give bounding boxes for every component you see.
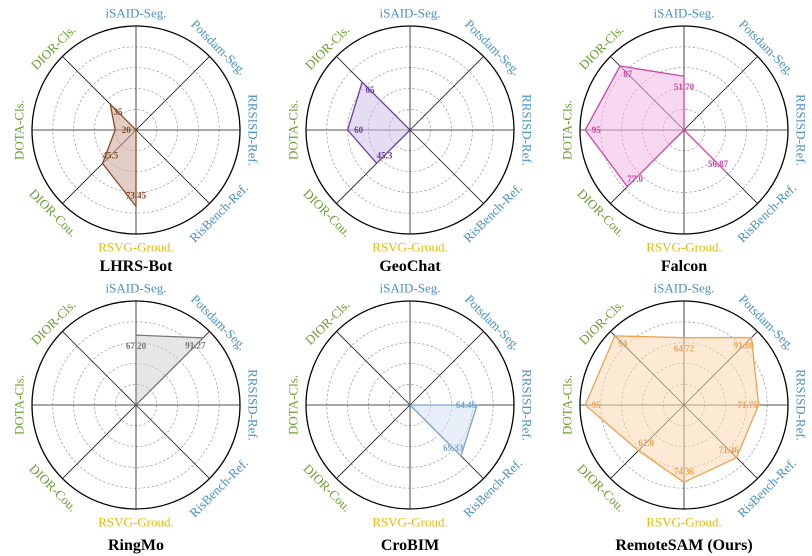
data-polygon	[101, 103, 137, 208]
axis-label-rsvg-groud: RSVG-Groud.	[98, 515, 173, 530]
axis-label-dota-cls: DOTA-Cls.	[560, 375, 575, 435]
radar-chart-ringmo: iSAID-Seg.Potsdam-Seg.RRSISD-Ref.RisBenc…	[12, 281, 261, 555]
axis-spoke	[409, 129, 484, 204]
data-polygon	[584, 335, 760, 483]
axis-label-isaid-seg: iSAID-Seg.	[379, 6, 440, 21]
data-polygon	[409, 404, 478, 457]
axis-label-rrsisd-ref: RRSISD-Ref.	[520, 369, 535, 441]
value-label-dior-cou: 62.0	[638, 438, 654, 448]
value-label-isaid-seg: 64.72	[674, 344, 695, 354]
data-polygon	[584, 65, 727, 188]
value-label-dior-cls: 87	[623, 69, 633, 79]
chart-title-ringmo: RingMo	[108, 537, 164, 554]
axis-label-isaid-seg: iSAID-Seg.	[653, 281, 714, 296]
chart-title-falcon: Falcon	[661, 258, 707, 275]
value-label-dior-cou: 77.0	[627, 174, 643, 184]
value-label-dior-cou: 45.5	[102, 151, 118, 161]
axis-label-isaid-seg: iSAID-Seg.	[105, 6, 166, 21]
value-label-risbench-ref: 71.46	[719, 445, 740, 455]
value-label-dior-cls: 65	[365, 85, 375, 95]
value-label-risbench-ref: 56.87	[708, 159, 729, 169]
value-label-isaid-seg: 67.20	[126, 341, 147, 351]
axis-label-rrsisd-ref: RRSISD-Ref.	[246, 369, 261, 441]
axis-spoke	[135, 129, 210, 204]
value-label-dota-cls: 95	[592, 125, 602, 135]
chart-title-crobim: CroBIM	[381, 537, 439, 554]
value-label-dior-cls: 94	[618, 339, 628, 349]
value-label-risbench-ref: 69.33	[443, 443, 464, 453]
axis-label-rrsisd-ref: RRSISD-Ref.	[794, 369, 809, 441]
axis-label-rrsisd-ref: RRSISD-Ref.	[794, 94, 809, 166]
value-label-dior-cls: 35	[114, 107, 124, 117]
value-label-isaid-seg: 51.70	[674, 82, 695, 92]
value-label-rsvg-groud: 74.36	[674, 466, 695, 476]
chart-title-geochat: GeoChat	[379, 258, 441, 275]
axis-label-isaid-seg: iSAID-Seg.	[653, 6, 714, 21]
chart-title-lhrs-bot: LHRS-Bot	[100, 258, 174, 275]
axis-label-isaid-seg: iSAID-Seg.	[105, 281, 166, 296]
axis-spoke	[135, 404, 210, 479]
radar-chart-crobim: iSAID-Seg.Potsdam-Seg.RRSISD-Ref.RisBenc…	[286, 281, 535, 555]
value-label-potsdam-seg: 91.80	[734, 340, 755, 350]
axis-spoke	[336, 404, 411, 479]
axis-spoke	[409, 331, 484, 406]
value-label-dota-cls: 95	[592, 400, 602, 410]
axis-label-rsvg-groud: RSVG-Groud.	[646, 240, 721, 255]
axis-label-dota-cls: DOTA-Cls.	[12, 375, 27, 435]
axis-spoke	[135, 56, 210, 131]
value-label-dota-cls: 20	[122, 125, 132, 135]
axis-label-rrsisd-ref: RRSISD-Ref.	[520, 94, 535, 166]
axis-spoke	[62, 331, 137, 406]
axis-spoke	[683, 56, 758, 131]
value-label-dior-cou: 45.3	[377, 151, 393, 161]
radar-chart-geochat: iSAID-Seg.Potsdam-Seg.RRSISD-Ref.RisBenc…	[286, 6, 535, 276]
value-label-rrsisd-ref: 64.46	[456, 400, 477, 410]
value-label-rrsisd-ref: 71.75	[737, 400, 758, 410]
radar-chart-falcon: iSAID-Seg.Potsdam-Seg.RRSISD-Ref.RisBenc…	[560, 6, 809, 276]
value-label-potsdam-seg: 91.27	[185, 341, 206, 351]
value-label-rsvg-groud: 73.45	[126, 190, 147, 200]
axis-label-isaid-seg: iSAID-Seg.	[379, 281, 440, 296]
chart-title-remotesam: RemoteSAM (Ours)	[615, 537, 752, 554]
axis-label-rsvg-groud: RSVG-Groud.	[98, 240, 173, 255]
data-polygon	[346, 81, 411, 164]
value-label-dota-cls: 60	[354, 125, 364, 135]
axis-label-rsvg-groud: RSVG-Groud.	[646, 515, 721, 530]
axis-spoke	[62, 404, 137, 479]
axis-label-dota-cls: DOTA-Cls.	[12, 100, 27, 160]
data-polygon	[135, 334, 204, 406]
axis-label-rsvg-groud: RSVG-Groud.	[372, 515, 447, 530]
axis-label-dota-cls: DOTA-Cls.	[286, 375, 301, 435]
axis-spoke	[336, 331, 411, 406]
radar-chart-remotesam: iSAID-Seg.Potsdam-Seg.RRSISD-Ref.RisBenc…	[560, 281, 809, 555]
axis-label-rsvg-groud: RSVG-Groud.	[372, 240, 447, 255]
axis-label-dota-cls: DOTA-Cls.	[286, 100, 301, 160]
axis-label-rrsisd-ref: RRSISD-Ref.	[246, 94, 261, 166]
radar-chart-lhrs-bot: iSAID-Seg.Potsdam-Seg.RRSISD-Ref.RisBenc…	[12, 6, 261, 276]
axis-label-dota-cls: DOTA-Cls.	[560, 100, 575, 160]
axis-spoke	[409, 56, 484, 131]
